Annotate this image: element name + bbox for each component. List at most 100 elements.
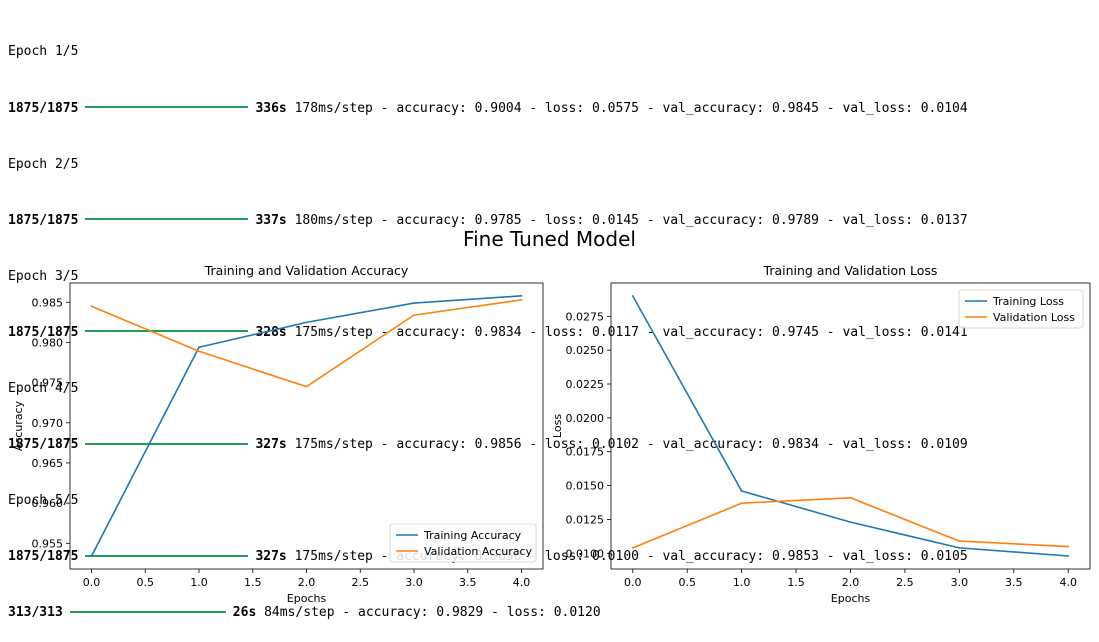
y-tick-label: 0.985: [32, 296, 64, 309]
log-metrics: 175ms/step - accuracy: 0.9834 - loss: 0.…: [294, 324, 968, 340]
x-tick-label: 2.5: [352, 576, 370, 589]
log-epoch-line: Epoch 5/5: [8, 493, 79, 509]
log-metrics: 175ms/step - accuracy: 0.9856 - loss: 0.…: [294, 437, 968, 453]
x-tick-label: 1.0: [190, 576, 208, 589]
series-line: [90, 295, 522, 557]
legend: Training Loss Validation Loss: [958, 289, 1084, 329]
data-point: [631, 295, 634, 297]
accuracy-chart: Training and Validation Accuracy 0.0 0.5 1.…: [12, 263, 544, 605]
x-tick-label: 4.0: [1059, 576, 1077, 589]
data-point: [90, 555, 93, 558]
x-tick-label: 2.0: [298, 576, 316, 589]
data-point: [1067, 555, 1070, 557]
data-point: [849, 496, 852, 499]
x-tick-label: 3.0: [405, 576, 423, 589]
data-point: [849, 521, 852, 524]
data-point: [413, 302, 415, 304]
log-epoch-line: Epoch 4/5: [8, 380, 79, 396]
log-time: 327s: [255, 437, 287, 453]
progress-bar: [85, 330, 249, 333]
x-tick-label: 2.0: [842, 576, 860, 589]
x-tick-label: 1.5: [787, 576, 805, 589]
x-tick-label: 0.0: [83, 576, 101, 589]
data-point: [520, 298, 523, 301]
data-point: [413, 314, 415, 317]
y-tick-label: 0.970: [32, 417, 64, 430]
data-point: [740, 490, 743, 492]
figure-title: Fine Tuned Model: [463, 227, 636, 251]
y-axis-label: Accuracy: [12, 400, 25, 451]
y-tick-label: 0.0175: [566, 446, 605, 459]
data-point: [90, 305, 93, 308]
y-axis-label: Loss: [551, 414, 564, 438]
log-steps: 1875/1875: [8, 212, 79, 228]
y-tick-label: 0.0100: [566, 547, 605, 560]
progress-bar: [85, 106, 249, 108]
log-epoch-line: Epoch 2/5: [8, 156, 79, 172]
log-time: 327s: [255, 549, 287, 565]
data-point: [631, 546, 634, 549]
chart-title: Training and Validation Loss: [763, 263, 938, 278]
x-tick-label: 4.0: [513, 576, 531, 589]
data-point: [958, 546, 961, 549]
y-tick-label: 0.960: [32, 497, 64, 510]
x-tick-label: 0.0: [624, 576, 642, 589]
x-tick-label: 0.5: [678, 576, 696, 589]
log-steps: 1875/1875: [8, 100, 79, 116]
legend-label: Training Loss: [992, 295, 1064, 308]
y-tick-label: 0.0150: [566, 480, 605, 493]
y-tick-label: 0.0250: [566, 344, 605, 357]
loss-chart: Training and Validation Loss 0.0 0.5 1.0 1.5…: [551, 263, 1091, 605]
log-steps: 1875/1875: [8, 549, 79, 565]
y-tick-label: 0.0200: [566, 412, 605, 425]
x-tick-label: 3.5: [1005, 576, 1023, 589]
data-point: [198, 350, 200, 353]
data-point: [740, 502, 743, 505]
log-metrics: 180ms/step - accuracy: 0.9785 - loss: 0.…: [294, 212, 968, 228]
x-tick-label: 2.5: [896, 576, 914, 589]
series-line: [91, 299, 522, 388]
y-tick-label: 0.965: [32, 457, 64, 470]
plot-frame: [610, 282, 1091, 570]
y-tick-label: 0.975: [32, 377, 64, 390]
data-point: [305, 321, 308, 324]
y-tick-label: 0.0275: [566, 310, 605, 323]
legend-box: [389, 523, 537, 563]
x-tick-label: 1.0: [733, 576, 751, 589]
log-step-line: 1875/1875 327s 175ms/step - accuracy: 0.9…: [8, 436, 968, 455]
y-tick-label: 0.0125: [566, 513, 605, 526]
log-time: 336s: [255, 100, 287, 116]
y-tick-label: 0.980: [32, 336, 64, 349]
chart-title: Training and Validation Accuracy: [204, 263, 409, 278]
legend-label: Validation Accuracy: [424, 545, 533, 558]
data-point: [958, 540, 961, 543]
x-axis-label: Epochs: [287, 592, 327, 605]
log-epoch-line: Epoch 1/5: [8, 44, 79, 60]
progress-bar: [85, 442, 249, 445]
legend: Training Accuracy Validation Accuracy: [389, 523, 537, 563]
legend-label: Training Accuracy: [423, 529, 522, 542]
progress-bar: [85, 554, 249, 557]
data-point: [520, 294, 523, 297]
log-time: 337s: [255, 212, 287, 228]
log-steps: 1875/1875: [8, 437, 79, 453]
legend-label: Validation Loss: [993, 311, 1075, 324]
data-point: [1067, 545, 1070, 548]
x-tick-label: 3.0: [951, 576, 969, 589]
x-tick-label: 3.5: [459, 576, 477, 589]
log-step-line: 1875/1875 328s 175ms/step - accuracy: 0.9…: [8, 324, 968, 343]
log-step-line: 1875/1875 337s 180ms/step - accuracy: 0.9…: [8, 212, 968, 231]
data-point: [198, 346, 200, 349]
progress-bar: [69, 610, 226, 613]
legend-box: [958, 289, 1084, 329]
x-tick-label: 1.5: [244, 576, 262, 589]
x-tick-label: 0.5: [137, 576, 155, 589]
series-line: [632, 295, 1069, 557]
data-point: [305, 385, 308, 388]
log-step-line: 1875/1875 336s 178ms/step - accuracy: 0.9…: [8, 100, 968, 119]
log-epoch-line: Epoch 3/5: [8, 268, 79, 284]
log-metrics: 178ms/step - accuracy: 0.9004 - loss: 0.…: [294, 100, 968, 116]
log-steps: 1875/1875: [8, 324, 79, 340]
progress-bar: [85, 218, 249, 221]
y-tick-label: 0.955: [32, 537, 64, 550]
